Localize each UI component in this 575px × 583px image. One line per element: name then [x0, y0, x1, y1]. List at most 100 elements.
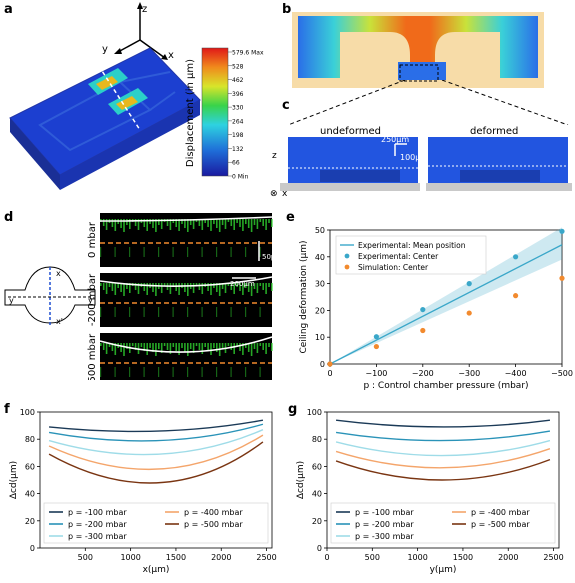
series-line: [48, 434, 264, 471]
fluor-streak: [256, 219, 259, 229]
fluor-streak: [268, 343, 270, 347]
series-line: [335, 430, 551, 442]
fluor-streak: [158, 343, 160, 349]
scale-bar-h-label: 250μm: [381, 135, 409, 144]
series-line: [48, 429, 264, 456]
fluor-streak: [172, 247, 174, 257]
fluor-streak: [213, 283, 215, 288]
y-tick-label: 50: [315, 226, 325, 235]
y-axis-label: Ceiling deformation (μm): [299, 241, 309, 354]
fluor-streak: [172, 343, 175, 347]
fluor-streak: [227, 219, 230, 222]
fluor-streak: [198, 283, 201, 290]
plot-frame: [329, 229, 563, 365]
fluor-streak: [201, 367, 203, 377]
series-line: [48, 419, 264, 433]
scatter-point: [466, 310, 472, 316]
ceiling-trace: [99, 216, 273, 222]
colorbar-tick-label: 579.6 Max: [232, 50, 264, 57]
fluor-streak: [201, 343, 204, 354]
y-tick-label: 60: [25, 462, 35, 471]
fluor-streak: [126, 283, 128, 289]
y-tick-label: 20: [25, 517, 35, 526]
plot-frame: [326, 411, 560, 549]
fluor-streak: [227, 283, 230, 286]
fluor-streak: [242, 283, 244, 295]
y-tick-label: 80: [25, 435, 35, 444]
fluor-streak: [224, 283, 227, 293]
fluor-streak: [134, 219, 137, 226]
fluor-streak: [123, 283, 125, 296]
series-line: [335, 419, 551, 428]
series-line: [335, 448, 551, 469]
y-tick-label: 40: [25, 490, 35, 499]
fluor-streak: [143, 247, 145, 257]
y-tick-label: 20: [315, 306, 325, 315]
fluor-streak: [126, 343, 128, 349]
fluor-streak: [181, 219, 183, 224]
y-tick-label: 10: [315, 333, 325, 342]
fluor-streak: [245, 219, 247, 224]
fluor-streak: [187, 343, 189, 356]
fluor-streak: [239, 343, 241, 351]
fluor-streak: [236, 283, 238, 287]
scatter-point: [513, 293, 519, 299]
plot-frame: [39, 411, 273, 549]
x-tick-label: 2500: [543, 553, 563, 562]
fluor-streak: [102, 283, 105, 290]
image-strip: [100, 333, 272, 380]
fluor-streak: [146, 219, 148, 231]
fluor-streak: [259, 283, 262, 286]
fluor-streak: [178, 343, 180, 355]
fluor-streak: [172, 367, 174, 377]
legend-label: p = -500 mbar: [184, 520, 243, 529]
fluor-streak: [166, 343, 169, 350]
fluor-streak: [120, 343, 122, 352]
fluor-streak: [187, 367, 189, 377]
fluor-streak: [187, 307, 189, 317]
fluor-streak: [230, 247, 232, 257]
fluor-streak: [268, 283, 270, 287]
fluor-streak: [245, 283, 247, 288]
fluor-streak: [201, 283, 204, 294]
fluor-streak: [218, 283, 221, 296]
fluor-streak: [218, 219, 221, 232]
fluor-streak: [216, 219, 218, 228]
pressure-row-label: -200 mbar: [87, 273, 98, 326]
fluor-streak: [111, 219, 114, 227]
y-tick-label: 30: [315, 280, 325, 289]
fluor-streak: [111, 283, 114, 291]
legend-label: Simulation: Center: [358, 263, 429, 272]
fluor-streak: [105, 219, 108, 230]
fluor-streak: [221, 283, 224, 289]
fluor-streak: [271, 343, 273, 351]
x-tick-label: 2000: [498, 553, 518, 562]
fluor-streak: [155, 283, 157, 296]
fluor-streak: [163, 283, 166, 286]
x-tick-label: −500: [551, 369, 573, 378]
legend-label: p = -500 mbar: [471, 520, 530, 529]
fluor-streak: [114, 307, 116, 317]
fluor-streak: [175, 283, 177, 291]
x-tick-label: 500: [78, 553, 93, 562]
x-tick-label: −300: [458, 369, 480, 378]
fluor-streak: [120, 219, 122, 228]
fluor-streak: [245, 247, 247, 257]
fluor-streak: [213, 343, 215, 348]
fluor-streak: [233, 343, 235, 354]
x-tick-label: 0: [327, 369, 332, 378]
colorbar-ticks: 579.6 Max 528 462 396 330 264 198 132 66 0 Min: [228, 50, 264, 181]
x-tick-label: 2000: [211, 553, 231, 562]
fluor-streak: [195, 343, 198, 346]
legend-box: [335, 235, 487, 275]
x-tick-label: −100: [365, 369, 387, 378]
fluor-streak: [262, 283, 264, 290]
fluor-streak: [262, 219, 264, 226]
fluor-streak: [201, 219, 204, 230]
fluor-streak: [123, 219, 125, 232]
pressure-row-label: -500 mbar: [87, 333, 98, 380]
fluor-streak: [236, 219, 238, 223]
panel-label-d: d: [4, 210, 14, 225]
fluor-streak: [160, 343, 163, 353]
fluor-streak: [247, 343, 250, 352]
